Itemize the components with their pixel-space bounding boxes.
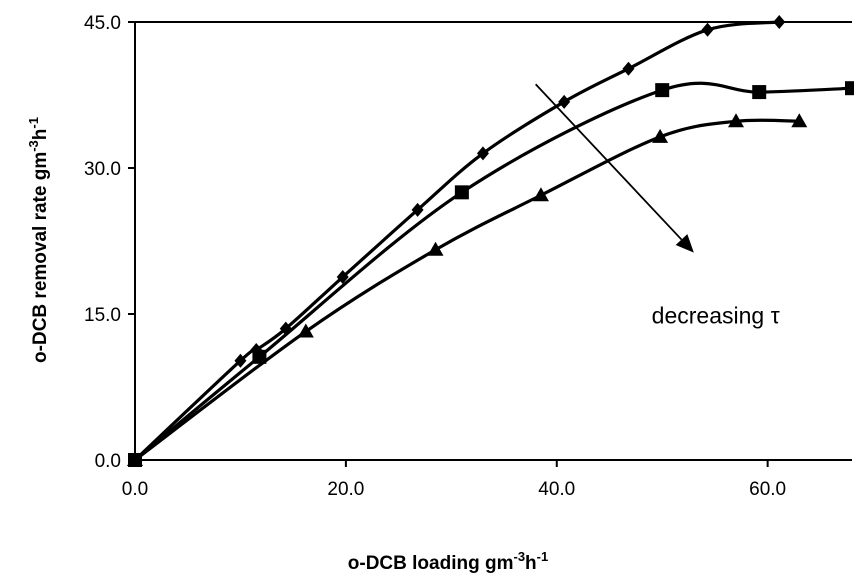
data-point-diamond <box>622 61 635 76</box>
annotation-group <box>535 83 694 253</box>
data-point-triangle <box>297 323 314 338</box>
series-markers <box>127 15 854 467</box>
x-axis-ticks: 0.0 20.0 40.0 60.0 <box>122 460 786 500</box>
x-tick-label: 20.0 <box>327 479 364 500</box>
data-point-square <box>655 83 670 98</box>
data-point-diamond <box>558 94 571 109</box>
x-axis-title: o-DCB loading gm-3h-1 <box>348 549 548 574</box>
data-point-square <box>252 349 267 364</box>
annotation-arrow-head <box>675 234 694 253</box>
series-line-triangle <box>134 118 800 462</box>
annotation-arrow-shaft <box>535 83 683 241</box>
y-tick-label: 0.0 <box>95 451 121 472</box>
data-point-square <box>752 85 767 100</box>
annotation-label: decreasing τ <box>652 303 780 329</box>
data-point-triangle <box>728 113 745 128</box>
data-point-square <box>845 81 854 96</box>
data-point-triangle <box>791 113 808 128</box>
data-point-diamond <box>234 353 247 368</box>
x-tick-label: 40.0 <box>538 479 575 500</box>
data-point-triangle <box>652 128 669 143</box>
data-point-diamond <box>773 15 786 29</box>
data-point-diamond <box>701 22 714 37</box>
series-curves <box>133 20 853 462</box>
data-point-square <box>454 185 469 200</box>
data-point-diamond <box>476 146 489 161</box>
x-tick-label: 0.0 <box>122 479 148 500</box>
y-axis-ticks: 0.0 15.0 30.0 45.0 <box>84 13 135 472</box>
series-line-square <box>133 81 853 462</box>
x-tick-label: 60.0 <box>749 479 786 500</box>
y-axis-title: o-DCB removal rate gm-3h-1 <box>26 117 51 363</box>
data-point-triangle <box>532 187 549 202</box>
y-tick-label: 30.0 <box>84 159 121 180</box>
data-point-diamond <box>279 321 292 336</box>
y-tick-label: 45.0 <box>84 13 121 34</box>
data-point-diamond <box>336 270 349 285</box>
plot-area <box>134 21 852 461</box>
y-tick-label: 15.0 <box>84 305 121 326</box>
data-point-triangle <box>427 241 444 256</box>
data-point-diamond <box>411 202 424 217</box>
